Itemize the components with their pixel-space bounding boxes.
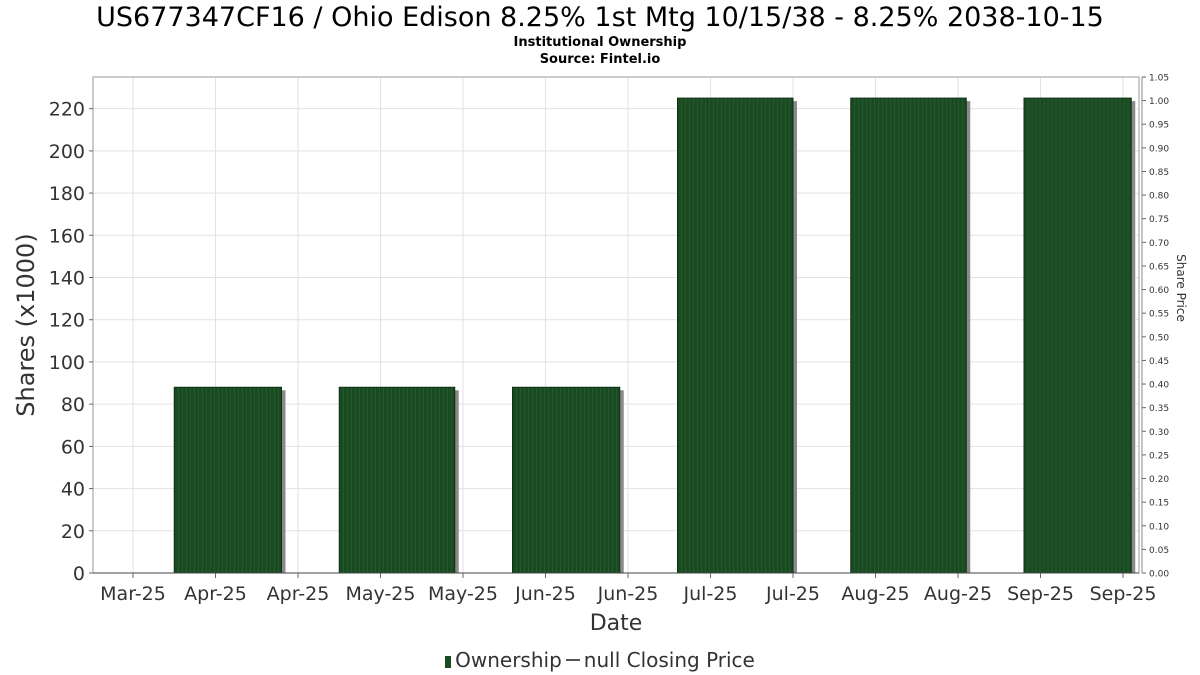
y2-tick-label: 0.25 — [1149, 451, 1169, 461]
ownership-bar — [512, 386, 621, 574]
legend: Ownership null Closing Price — [0, 648, 1200, 672]
closing-price-legend-line — [565, 659, 580, 661]
y2-axis-title: Share Price — [1174, 254, 1188, 322]
x-tick-label: Aug-25 — [924, 583, 992, 605]
y2-tick-label: 0.40 — [1149, 381, 1169, 391]
y2-tick-label: 0.20 — [1149, 475, 1169, 485]
chart-subtitle: Institutional Ownership — [513, 35, 687, 50]
ownership-bar-shadow — [619, 390, 624, 573]
y-tick-label: 0 — [73, 563, 85, 585]
y2-tick-label: 0.60 — [1149, 286, 1169, 296]
y-axis-title: Shares (x1000) — [12, 233, 40, 416]
closing-price-legend-label: null Closing Price — [583, 648, 755, 672]
x-tick-label: Apr-25 — [267, 583, 330, 605]
ownership-bar — [850, 97, 967, 574]
y-tick-label: 100 — [49, 352, 85, 374]
y-tick-label: 200 — [49, 141, 85, 163]
ownership-bar — [173, 386, 282, 574]
y2-tick-label: 0.50 — [1149, 333, 1169, 343]
x-tick-label: Sep-25 — [1090, 583, 1157, 605]
y2-tick-label: 0.80 — [1149, 192, 1169, 202]
y2-tick-label: 0.90 — [1149, 144, 1169, 154]
ownership-bar-shadow — [966, 101, 971, 573]
y2-tick-label: 0.15 — [1149, 499, 1169, 509]
ownership-legend-swatch — [445, 656, 452, 668]
y2-tick-label: 0.55 — [1149, 310, 1169, 320]
y-tick-label: 120 — [49, 310, 85, 332]
chart-source: Source: Fintel.io — [539, 52, 661, 67]
x-tick-label: Jun-25 — [597, 583, 659, 605]
x-tick-label: Apr-25 — [184, 583, 247, 605]
y-tick-label: 140 — [49, 268, 85, 290]
ownership-bar — [338, 386, 456, 574]
y2-tick-label: 0.85 — [1149, 168, 1169, 178]
ownership-bar-shadow — [793, 101, 797, 573]
chart-title: US677347CF16 / Ohio Edison 8.25% 1st Mtg… — [96, 2, 1104, 33]
y2-tick-label: 0.45 — [1149, 357, 1169, 367]
x-axis-title: Date — [590, 611, 643, 636]
y2-tick-label: 0.30 — [1149, 428, 1169, 438]
ownership-bar-shadow — [1131, 101, 1136, 573]
x-tick-label: Jul-25 — [683, 583, 738, 605]
ownership-bar-shadow — [454, 390, 459, 573]
x-tick-label: May-25 — [346, 583, 416, 605]
y2-tick-label: 0.10 — [1149, 522, 1169, 532]
y2-tick-label: 0.35 — [1149, 404, 1169, 414]
x-tick-label: May-25 — [428, 583, 498, 605]
y-tick-label: 60 — [61, 436, 85, 458]
ownership-bar-shadow — [281, 390, 286, 573]
y2-tick-label: 0.70 — [1149, 239, 1169, 249]
y-tick-label: 20 — [61, 521, 85, 543]
x-tick-label: Aug-25 — [841, 583, 909, 605]
y2-tick-label: 1.05 — [1149, 74, 1169, 84]
y2-tick-label: 0.65 — [1149, 262, 1169, 272]
x-tick-label: Jun-25 — [514, 583, 576, 605]
y-tick-label: 40 — [61, 479, 85, 501]
y2-tick-label: 0.00 — [1149, 570, 1169, 580]
y2-tick-label: 0.75 — [1149, 215, 1169, 225]
y2-tick-label: 0.95 — [1149, 121, 1169, 131]
x-tick-label: Sep-25 — [1007, 583, 1074, 605]
y2-tick-label: 1.00 — [1149, 97, 1169, 107]
y-tick-label: 220 — [49, 99, 85, 121]
x-tick-label: Jul-25 — [765, 583, 820, 605]
ownership-legend-label: Ownership — [455, 648, 562, 672]
x-tick-label: Mar-25 — [100, 583, 166, 605]
y-tick-label: 80 — [61, 394, 85, 416]
ownership-bar — [677, 97, 794, 574]
y-tick-label: 180 — [49, 183, 85, 205]
y2-tick-label: 0.05 — [1149, 546, 1169, 556]
y-tick-label: 160 — [49, 225, 85, 247]
ownership-bar — [1023, 97, 1132, 574]
